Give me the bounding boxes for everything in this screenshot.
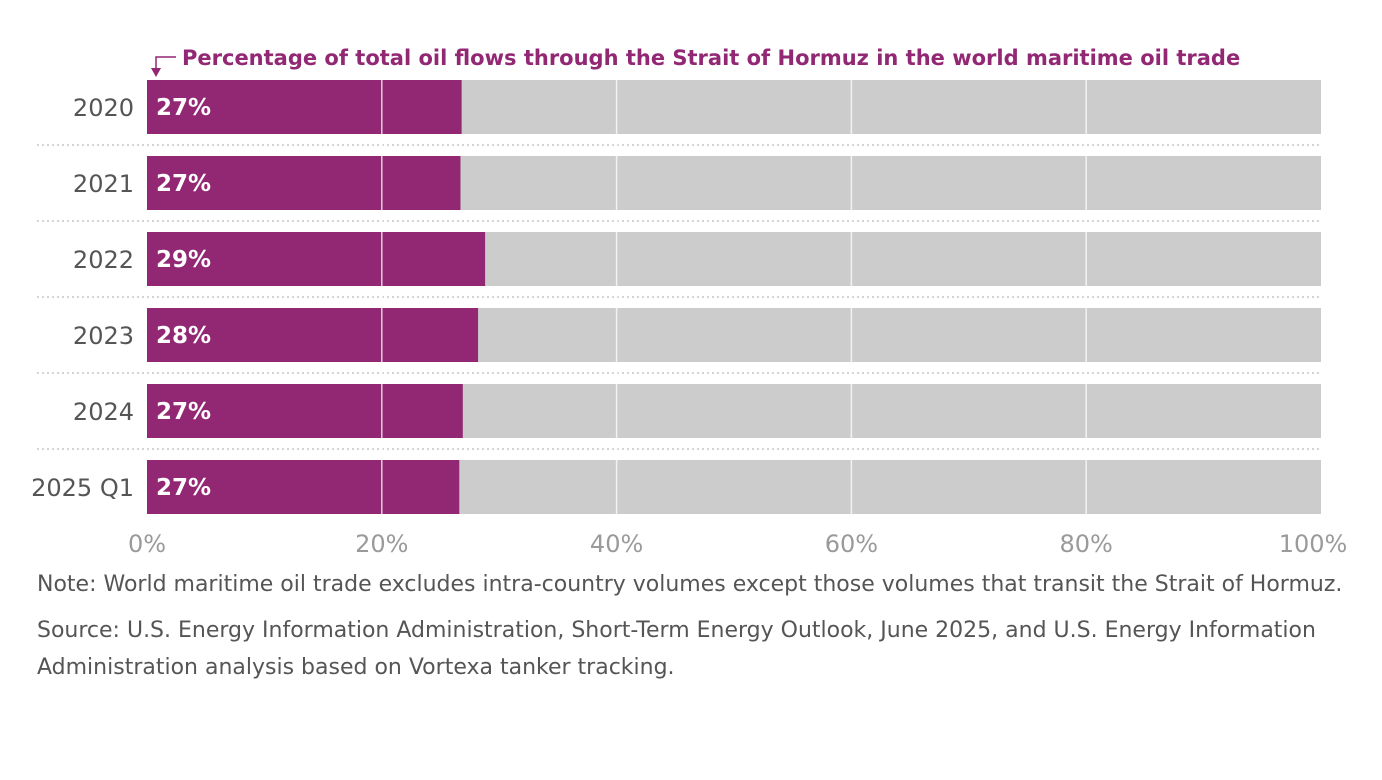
x-tick-label: 0% <box>128 530 166 558</box>
bars <box>147 80 486 514</box>
bar <box>147 384 463 438</box>
gridlines <box>381 80 1087 514</box>
x-tick-label: 100% <box>1279 530 1348 558</box>
category-label: 2020 <box>73 94 134 122</box>
bar <box>147 308 479 362</box>
footnotes: Note: World maritime oil trade excludes … <box>37 566 1347 695</box>
value-label: 29% <box>156 247 211 273</box>
value-label: 28% <box>156 323 211 349</box>
category-labels: 2020 2021 2022 2023 2024 2025 Q1 <box>31 94 134 502</box>
category-label: 2021 <box>73 170 134 198</box>
note-text: Note: World maritime oil trade excludes … <box>37 572 1343 597</box>
category-label: 2025 Q1 <box>31 474 134 502</box>
value-label: 27% <box>156 95 211 121</box>
x-tick-label: 20% <box>355 530 408 558</box>
value-labels: 27% 27% 29% 28% 27% 27% <box>156 95 211 501</box>
value-label: 27% <box>156 475 211 501</box>
x-axis-tick-labels: 0% 20% 40% 60% 80% 100% <box>128 530 1347 558</box>
bar <box>147 460 460 514</box>
value-label: 27% <box>156 171 211 197</box>
series-title-pointer <box>151 56 176 77</box>
x-tick-label: 60% <box>825 530 878 558</box>
bar-chart: Percentage of total oil flows through th… <box>31 46 1347 558</box>
value-label: 27% <box>156 399 211 425</box>
bar <box>147 80 462 134</box>
series-title: Percentage of total oil flows through th… <box>182 46 1240 70</box>
category-label: 2023 <box>73 322 134 350</box>
title-pointer-line <box>155 56 176 71</box>
bar <box>147 232 486 286</box>
row-separators <box>37 144 1321 450</box>
x-tick-label: 80% <box>1060 530 1113 558</box>
bar <box>147 156 461 210</box>
title-pointer-arrow <box>151 68 161 77</box>
category-label: 2022 <box>73 246 134 274</box>
x-tick-label: 40% <box>590 530 643 558</box>
category-label: 2024 <box>73 398 134 426</box>
source-text: Source: U.S. Energy Information Administ… <box>37 618 1316 680</box>
